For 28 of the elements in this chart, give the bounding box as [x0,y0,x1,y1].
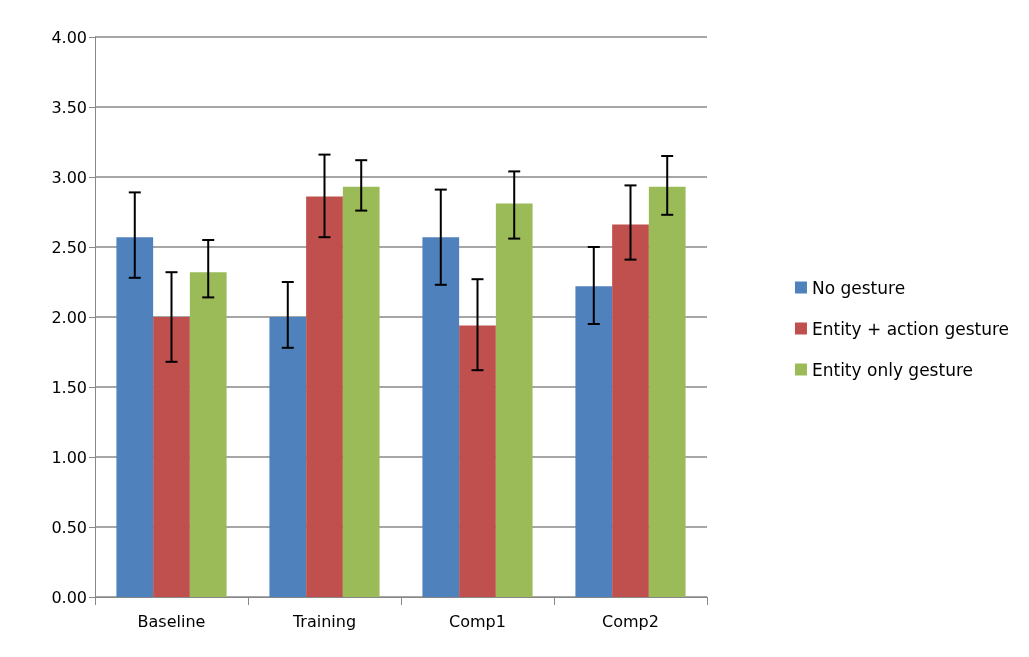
y-tick-label: 1.50 [51,377,87,397]
x-tick-label: Comp2 [602,611,659,631]
bar [153,317,190,597]
bar [459,325,496,597]
y-tick-label: 2.50 [51,237,87,257]
x-tick-label: Comp1 [449,611,506,631]
y-tick-label: 0.00 [51,587,87,607]
x-tick-label: Training [291,611,357,631]
y-tick-label: 3.00 [51,167,87,187]
bar [116,237,154,597]
y-tick-label: 3.50 [51,97,87,117]
bar [495,203,533,597]
bar [269,317,307,597]
bar [189,272,227,597]
y-tick-label: 2.00 [51,307,87,327]
legend-label: Entity + action gesture [811,318,1010,339]
legend-label: No gesture [811,277,906,298]
y-tick-label: 0.50 [51,517,87,537]
legend-label: Entity only gesture [811,359,973,380]
x-tick-label: Baseline [137,611,206,631]
y-tick-label: 4.00 [51,27,87,47]
bar [575,286,613,597]
y-tick-label: 1.00 [51,447,87,467]
bar [306,196,343,597]
bar [422,237,460,597]
bar [342,186,380,597]
bar [648,186,686,597]
bar [612,224,649,597]
